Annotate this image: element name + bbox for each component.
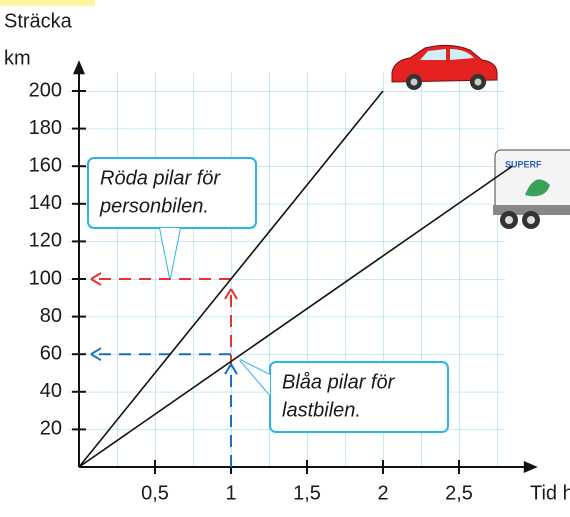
callout-tail-cover xyxy=(240,360,270,395)
data-line xyxy=(78,165,513,468)
car-image xyxy=(391,44,498,90)
y-tick-label: 100 xyxy=(29,267,62,289)
callout-text: Röda pilar för xyxy=(100,167,221,189)
callout-tail-cover xyxy=(160,228,180,278)
y-tick-label: 20 xyxy=(40,418,62,440)
y-axis-label: Sträcka xyxy=(4,10,73,32)
guide-arrow-up xyxy=(224,288,238,300)
guide-arrow-up xyxy=(224,363,238,375)
callout-text: Blåa pilar för xyxy=(282,371,396,393)
x-tick-label: 0,5 xyxy=(141,482,169,504)
x-axis-arrow xyxy=(523,461,538,473)
y-axis-unit: km xyxy=(4,47,31,69)
y-tick-label: 60 xyxy=(40,342,62,364)
x-tick-label: 1,5 xyxy=(293,482,321,504)
x-tick-label: 2,5 xyxy=(445,482,473,504)
y-axis-arrow xyxy=(73,60,85,75)
callout-text: lastbilen. xyxy=(282,399,361,421)
highlight xyxy=(0,0,95,6)
y-tick-label: 160 xyxy=(29,154,62,176)
y-tick-label: 180 xyxy=(29,117,62,139)
y-tick-label: 40 xyxy=(40,380,62,402)
truck-image: SUPERF xyxy=(493,149,570,229)
y-tick-label: 200 xyxy=(29,79,62,101)
x-tick-label: 1 xyxy=(225,482,236,504)
y-tick-label: 80 xyxy=(40,305,62,327)
y-tick-label: 140 xyxy=(29,192,62,214)
data-line xyxy=(78,90,384,468)
x-tick-label: 2 xyxy=(377,482,388,504)
guide-arrow-left xyxy=(90,347,102,362)
callout-text: personbilen. xyxy=(99,195,209,217)
callout-box xyxy=(269,361,449,433)
truck-label: SUPERF xyxy=(505,159,542,169)
guide-arrow-left xyxy=(90,272,102,286)
x-axis-label: Tid h xyxy=(530,482,570,504)
y-tick-label: 120 xyxy=(29,230,62,252)
